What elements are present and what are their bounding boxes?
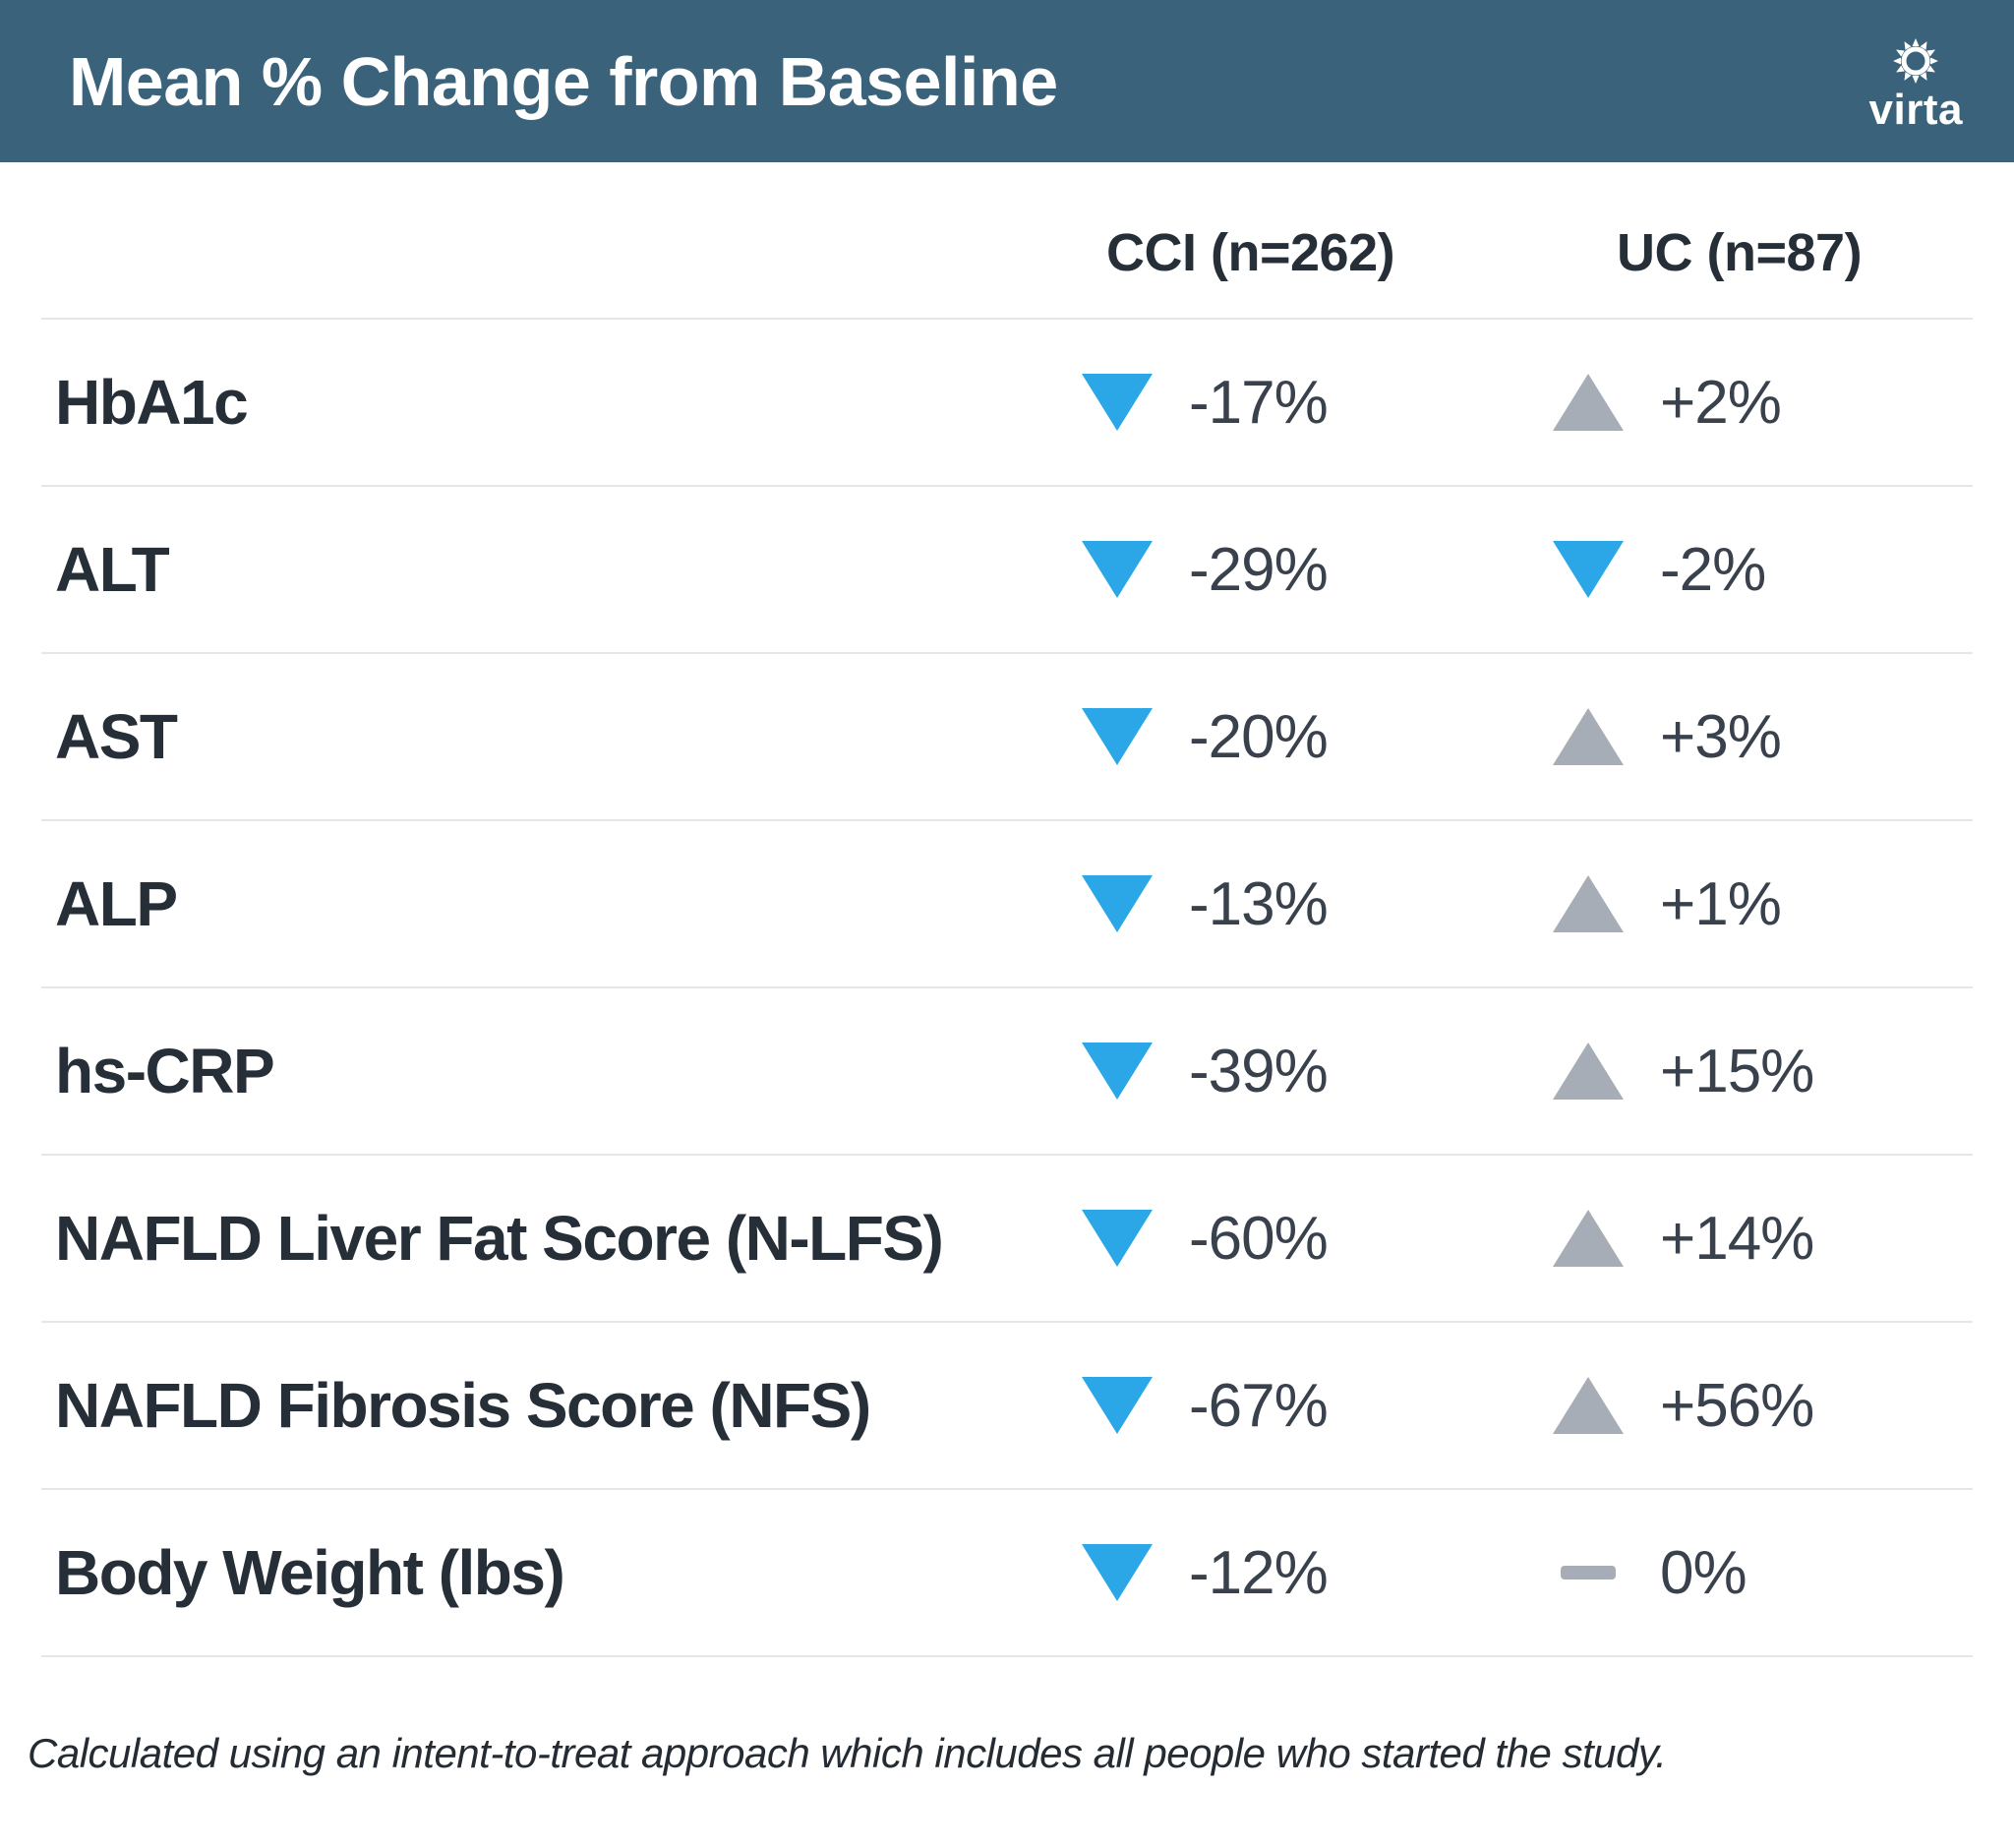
table-row: HbA1c -17% +2% (41, 320, 1973, 487)
table-row: AST -20% +3% (41, 654, 1973, 821)
table-row: hs-CRP -39% +15% (41, 988, 1973, 1156)
cci-value: -39% (1189, 1037, 1329, 1105)
uc-value: +14% (1660, 1204, 1814, 1273)
trend-direction-icon (1082, 708, 1153, 765)
cci-value: -60% (1189, 1204, 1329, 1273)
trend-direction-icon (1553, 1377, 1624, 1434)
table-row: ALT -29% -2% (41, 487, 1973, 654)
cci-cell: -12% (1073, 1538, 1552, 1608)
uc-value: +1% (1660, 869, 1782, 938)
table-row: ALP -13% +1% (41, 821, 1973, 988)
cci-value: -13% (1189, 869, 1329, 938)
virta-logo: virta (1869, 31, 1963, 132)
trend-direction-icon (1553, 541, 1624, 598)
uc-cell: +3% (1552, 702, 1973, 772)
uc-value: +15% (1660, 1037, 1814, 1105)
cci-value: -12% (1189, 1538, 1329, 1607)
cci-value: -20% (1189, 702, 1329, 771)
uc-cell: 0% (1552, 1538, 1973, 1608)
uc-value: +2% (1660, 368, 1782, 437)
cci-value: -17% (1189, 368, 1329, 437)
trend-direction-icon (1553, 875, 1624, 932)
trend-direction-icon (1082, 1043, 1153, 1100)
table-row: NAFLD Liver Fat Score (N-LFS) -60% +14% (41, 1156, 1973, 1323)
column-header-cci: CCI (n=262) (1106, 223, 1395, 282)
footnote: Calculated using an intent-to-treat appr… (28, 1730, 1667, 1776)
uc-cell: +56% (1552, 1371, 1973, 1441)
column-header-uc: UC (n=87) (1617, 223, 1863, 282)
trend-direction-icon (1082, 374, 1153, 431)
cci-cell: -60% (1073, 1204, 1552, 1274)
trend-direction-icon (1082, 1377, 1153, 1434)
cci-cell: -67% (1073, 1371, 1552, 1441)
uc-value: 0% (1660, 1538, 1747, 1607)
cci-cell: -13% (1073, 869, 1552, 939)
trend-direction-icon (1082, 1210, 1153, 1267)
row-label: Body Weight (lbs) (55, 1537, 565, 1608)
uc-value: +56% (1660, 1371, 1814, 1440)
table-row: Body Weight (lbs) -12% 0% (41, 1490, 1973, 1657)
row-label: ALP (55, 868, 178, 939)
data-table: CCI (n=262) UC (n=87) HbA1c -17% +2% ALT… (41, 162, 1973, 1657)
page-title: Mean % Change from Baseline (69, 42, 1058, 120)
row-label: hs-CRP (55, 1036, 275, 1106)
trend-direction-icon (1553, 708, 1624, 765)
cci-value: -29% (1189, 535, 1329, 604)
uc-cell: -2% (1552, 535, 1973, 605)
header-bar: Mean % Change from Baseline (0, 0, 2014, 162)
cci-cell: -39% (1073, 1037, 1552, 1106)
row-label: HbA1c (55, 367, 249, 438)
row-label: AST (55, 701, 178, 772)
uc-value: -2% (1660, 535, 1766, 604)
table-row: NAFLD Fibrosis Score (NFS) -67% +56% (41, 1323, 1973, 1490)
cci-value: -67% (1189, 1371, 1329, 1440)
trend-direction-icon (1553, 1043, 1624, 1100)
uc-value: +3% (1660, 702, 1782, 771)
uc-cell: +15% (1552, 1037, 1973, 1106)
trend-direction-icon (1082, 541, 1153, 598)
cci-cell: -20% (1073, 702, 1552, 772)
uc-cell: +14% (1552, 1204, 1973, 1274)
cci-cell: -17% (1073, 368, 1552, 438)
row-label: NAFLD Liver Fat Score (N-LFS) (55, 1203, 944, 1274)
trend-direction-icon (1561, 1566, 1616, 1580)
trend-direction-icon (1082, 1544, 1153, 1601)
cci-cell: -29% (1073, 535, 1552, 605)
sun-icon (1893, 37, 1939, 84)
uc-cell: +2% (1552, 368, 1973, 438)
logo-wordmark: virta (1868, 85, 1963, 134)
row-label: ALT (55, 534, 170, 605)
column-header-row: CCI (n=262) UC (n=87) (41, 162, 1973, 320)
trend-direction-icon (1082, 875, 1153, 932)
trend-direction-icon (1553, 1210, 1624, 1267)
uc-cell: +1% (1552, 869, 1973, 939)
trend-direction-icon (1553, 374, 1624, 431)
row-label: NAFLD Fibrosis Score (NFS) (55, 1370, 871, 1441)
